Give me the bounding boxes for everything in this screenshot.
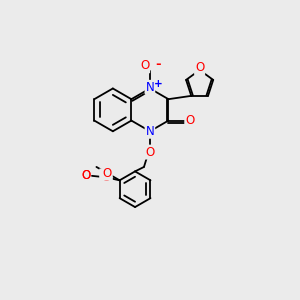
Text: O: O xyxy=(82,169,91,182)
Text: O: O xyxy=(100,169,110,182)
Text: +: + xyxy=(154,79,163,89)
Text: O: O xyxy=(145,146,154,159)
Text: N: N xyxy=(146,81,154,94)
Text: O: O xyxy=(140,59,149,72)
Text: N: N xyxy=(146,125,154,138)
Text: O: O xyxy=(103,167,112,180)
Text: O: O xyxy=(82,169,91,182)
Text: O: O xyxy=(195,61,204,74)
Text: -: - xyxy=(155,58,161,71)
Text: O: O xyxy=(102,171,111,184)
Text: O: O xyxy=(185,114,194,127)
